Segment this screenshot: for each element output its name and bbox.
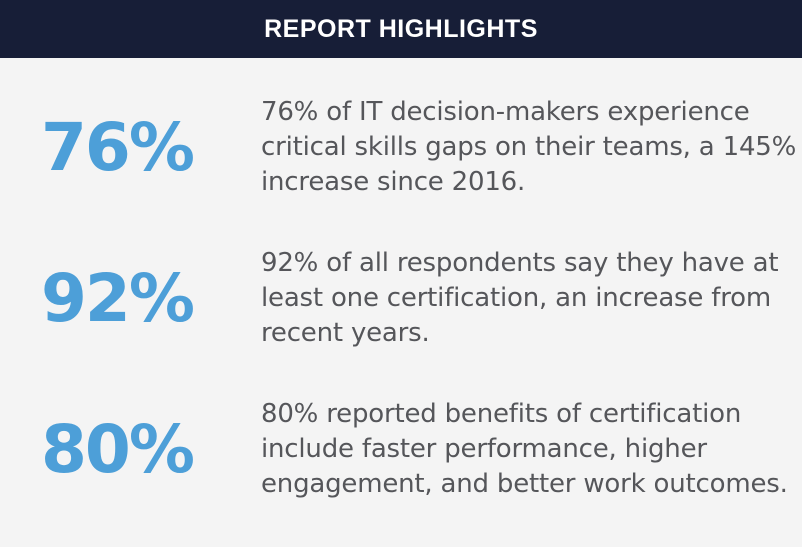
stat-description-line: 76% of IT decision-makers experience (261, 97, 750, 127)
highlight-row-76: 76% 76% of IT decision-makers experience… (0, 72, 802, 223)
stat-description-92: 92% of all respondents say they have at … (261, 246, 779, 351)
stat-value-80: 80% (41, 410, 195, 488)
stat-description-line: 80% reported benefits of certification (261, 399, 742, 429)
stat-description-line: recent years. (261, 318, 430, 348)
report-highlights-header: REPORT HIGHLIGHTS (0, 0, 802, 58)
stat-value-76: 76% (41, 108, 195, 186)
stat-description-line: include faster performance, higher (261, 434, 707, 464)
highlights-list: 76% 76% of IT decision-makers experience… (0, 58, 802, 525)
highlight-row-92: 92% 92% of all respondents say they have… (0, 223, 802, 374)
stat-description-line: 92% of all respondents say they have at (261, 248, 779, 278)
stat-value-92: 92% (41, 259, 195, 337)
highlight-row-80: 80% 80% reported benefits of certificati… (0, 374, 802, 525)
stat-description-76: 76% of IT decision-makers experience cri… (261, 95, 796, 200)
stat-description-line: critical skills gaps on their teams, a 1… (261, 132, 797, 162)
stat-description-line: least one certification, an increase fro… (261, 283, 771, 313)
stat-description-line: engagement, and better work outcomes. (261, 469, 788, 499)
stat-description-80: 80% reported benefits of certification i… (261, 397, 788, 502)
page-title: REPORT HIGHLIGHTS (264, 14, 538, 43)
stat-description-line: increase since 2016. (261, 167, 526, 197)
